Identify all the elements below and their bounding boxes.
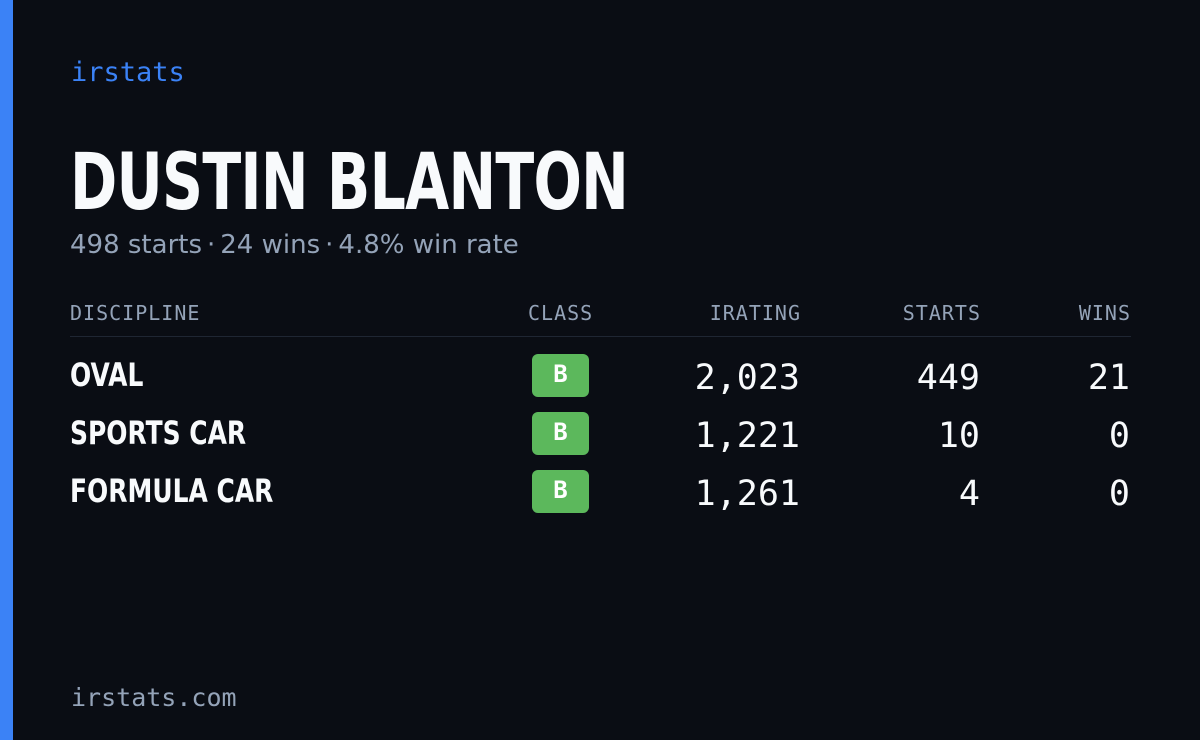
row-irating: 2,023 (694, 358, 800, 398)
table-row: OVAL B 2,023 449 21 (70, 337, 1131, 398)
header-class: CLASS (528, 301, 594, 325)
class-badge: B (532, 470, 589, 513)
accent-bar (0, 0, 13, 740)
summary-win-rate: 4.8% win rate (338, 230, 519, 260)
header-starts: STARTS (902, 301, 981, 325)
row-starts: 449 (916, 358, 980, 398)
summary-separator: · (325, 230, 334, 260)
row-discipline: FORMULA CAR (70, 472, 274, 510)
row-discipline: SPORTS CAR (70, 414, 247, 452)
table-row: SPORTS CAR B 1,221 10 0 (70, 395, 1131, 456)
header-discipline: DISCIPLINE (70, 301, 201, 325)
row-irating: 1,261 (694, 474, 800, 514)
driver-summary: 498 starts · 24 wins · 4.8% win rate (70, 228, 519, 262)
row-wins: 0 (1108, 416, 1130, 456)
header-irating: IRATING (709, 301, 801, 325)
table-row: FORMULA CAR B 1,261 4 0 (70, 453, 1131, 514)
driver-name: DUSTIN BLANTON (70, 138, 629, 228)
header-wins: WINS (1078, 301, 1131, 325)
summary-separator: · (207, 230, 216, 260)
footer-url: irstats.com (71, 683, 237, 712)
row-starts: 4 (958, 474, 980, 514)
class-badge: B (532, 354, 589, 397)
summary-starts: 498 starts (70, 230, 202, 260)
row-irating: 1,221 (694, 416, 800, 456)
row-wins: 21 (1087, 358, 1130, 398)
stats-table: DISCIPLINE CLASS IRATING STARTS WINS OVA… (70, 296, 1131, 514)
row-wins: 0 (1108, 474, 1130, 514)
row-starts: 10 (937, 416, 980, 456)
summary-wins: 24 wins (220, 230, 321, 260)
brand-logo: irstats (71, 57, 185, 88)
class-badge: B (532, 412, 589, 455)
row-discipline: OVAL (70, 356, 144, 394)
table-header: DISCIPLINE CLASS IRATING STARTS WINS (70, 296, 1131, 337)
